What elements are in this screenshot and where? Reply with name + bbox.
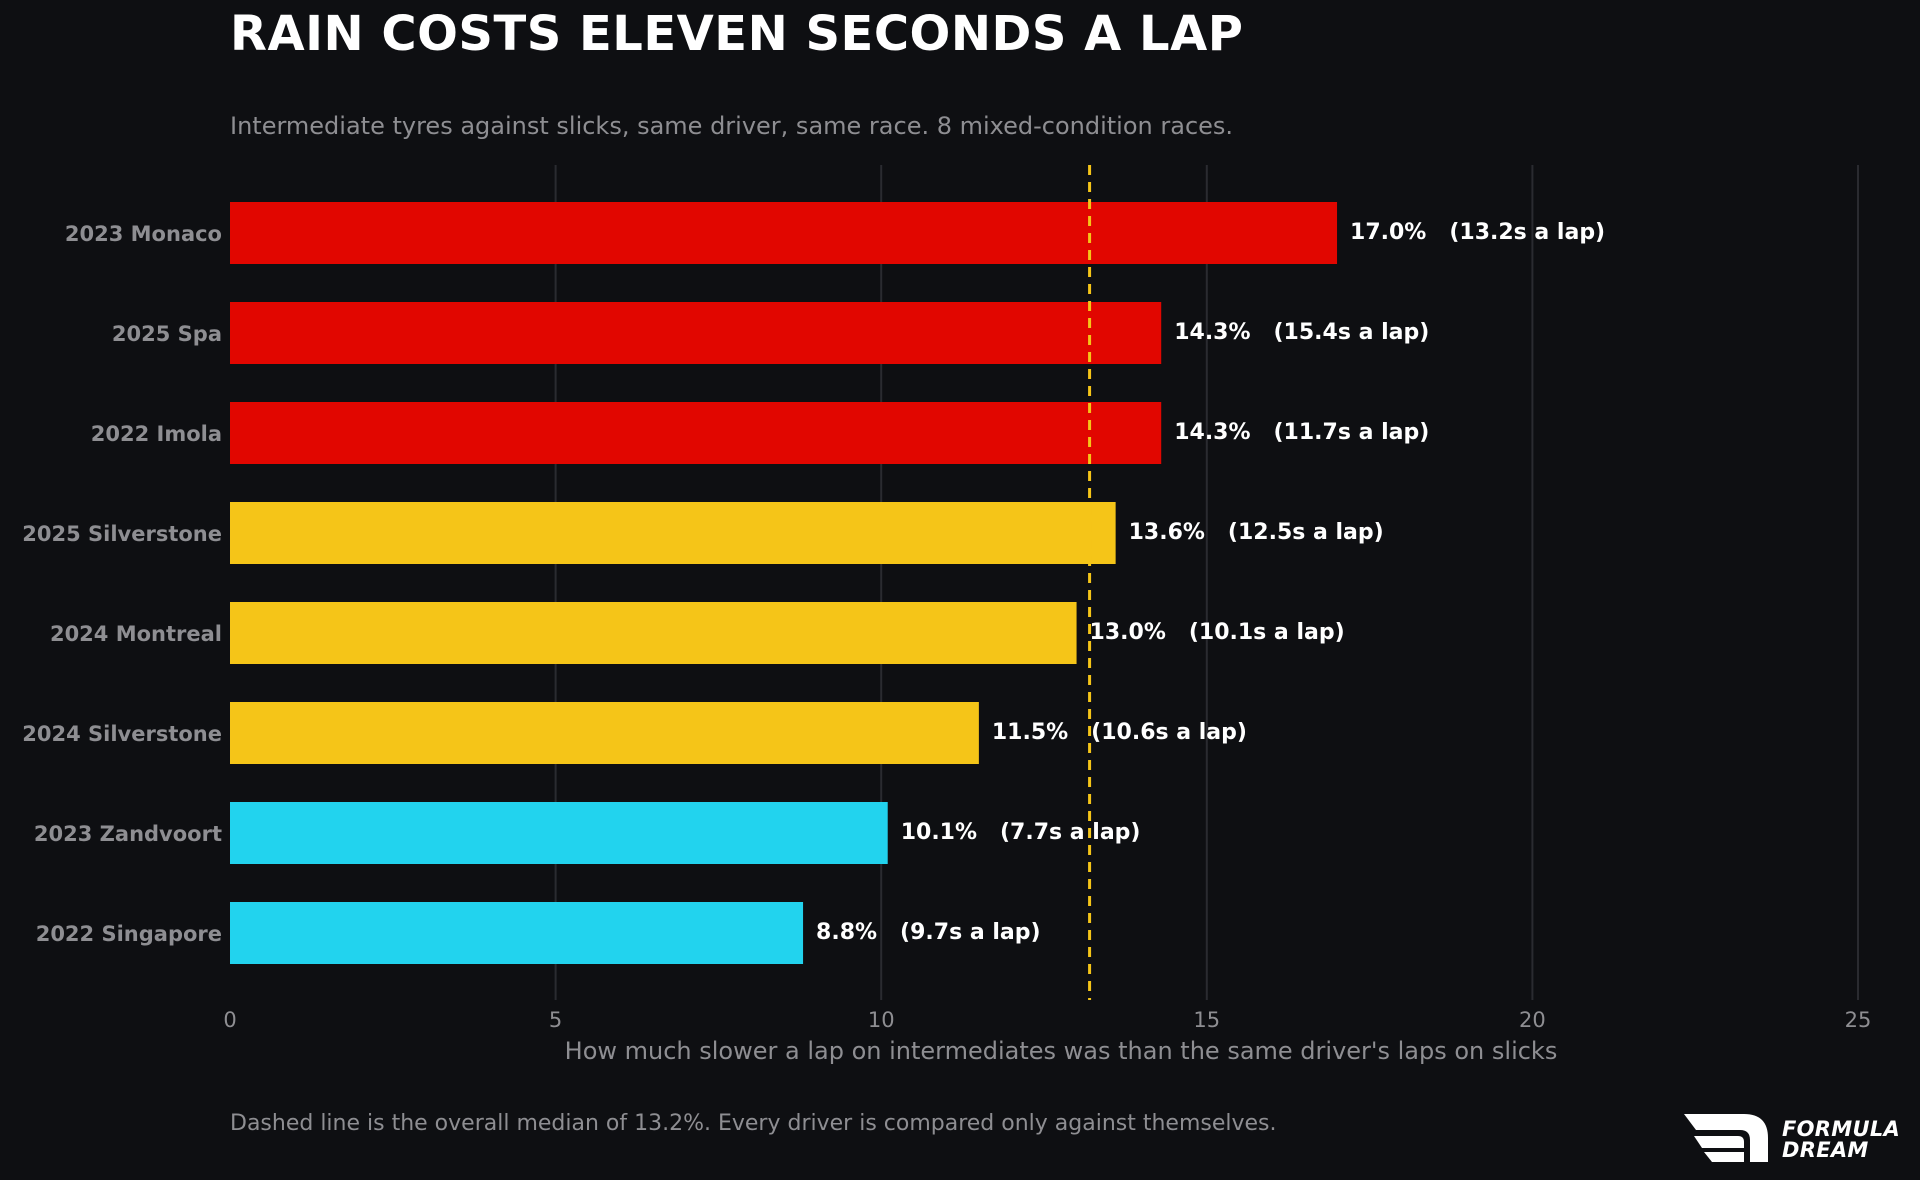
data-label: 10.1% (7.7s a lap) <box>901 820 1141 845</box>
x-tick-label: 20 <box>1519 1008 1546 1032</box>
category-label: 2022 Singapore <box>36 922 222 946</box>
x-axis-label: How much slower a lap on intermediates w… <box>565 1037 1558 1065</box>
data-label: 17.0% (13.2s a lap) <box>1350 220 1605 245</box>
category-label: 2023 Zandvoort <box>34 822 222 846</box>
bar-chart: 0 5 10 15 20 25 2023 Monaco 17.0% (13.2s a lap)… <box>22 165 1872 1065</box>
x-tick-label: 15 <box>1193 1008 1220 1032</box>
footnote: Dashed line is the overall median of 13.… <box>230 1111 1277 1136</box>
brand-logo: FORMULA DREAM <box>1680 1112 1910 1168</box>
data-label: 8.8% (9.7s a lap) <box>816 920 1040 945</box>
bar <box>230 902 804 964</box>
brand-line-1: FORMULA <box>1782 1117 1901 1141</box>
category-label: 2022 Imola <box>91 422 222 446</box>
data-label: 14.3% (15.4s a lap) <box>1174 320 1429 345</box>
data-label: 13.0% (10.1s a lap) <box>1090 620 1345 645</box>
category-label: 2024 Silverstone <box>22 722 222 746</box>
chart-title: RAIN COSTS ELEVEN SECONDS A LAP <box>230 6 1244 62</box>
data-label: 11.5% (10.6s a lap) <box>992 720 1247 745</box>
bar <box>230 802 888 864</box>
logo-mark-icon <box>1684 1114 1768 1162</box>
bar <box>230 702 979 764</box>
bar <box>230 202 1338 264</box>
bar <box>230 402 1162 464</box>
chart-subtitle: Intermediate tyres against slicks, same … <box>230 112 1234 140</box>
x-tick-label: 0 <box>223 1008 236 1032</box>
x-tick-label: 25 <box>1845 1008 1872 1032</box>
brand-line-2: DREAM <box>1782 1138 1869 1162</box>
x-tick-label: 10 <box>868 1008 895 1032</box>
bar <box>230 502 1116 564</box>
category-label: 2025 Silverstone <box>22 522 222 546</box>
category-label: 2023 Monaco <box>65 222 222 246</box>
category-label: 2024 Montreal <box>50 622 222 646</box>
bar <box>230 602 1077 664</box>
data-label: 13.6% (12.5s a lap) <box>1129 520 1384 545</box>
category-label: 2025 Spa <box>112 322 222 346</box>
bar <box>230 302 1162 364</box>
x-tick-label: 5 <box>549 1008 562 1032</box>
data-label: 14.3% (11.7s a lap) <box>1174 420 1429 445</box>
brand-name: FORMULA DREAM <box>1782 1119 1900 1161</box>
